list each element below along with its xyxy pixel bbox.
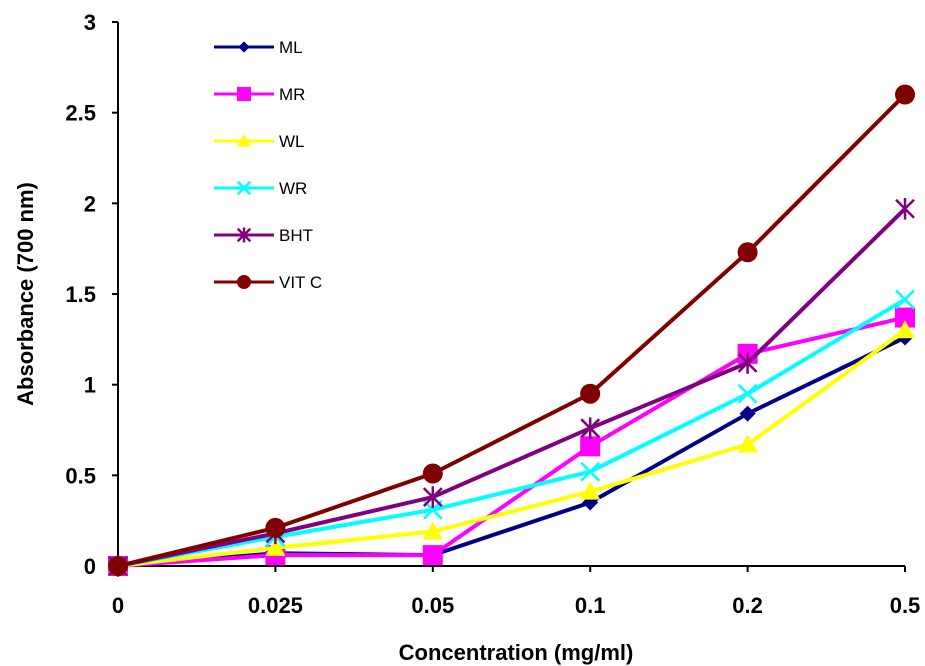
data-point <box>737 383 758 404</box>
legend-label: MR <box>279 85 305 104</box>
data-point <box>108 556 128 576</box>
legend-item: ML <box>214 38 303 57</box>
series-line <box>117 93 907 568</box>
axes <box>117 22 905 567</box>
y-tick-label: 0 <box>84 554 96 579</box>
x-ticks: 0 0.025 0.05 0.1 0.2 0.5 <box>112 566 920 618</box>
data-point <box>422 521 443 540</box>
series-wl <box>108 320 915 574</box>
series-layer <box>108 84 915 577</box>
legend-label: ML <box>279 38 303 57</box>
data-point <box>580 383 601 404</box>
series-mr <box>108 307 915 576</box>
data-point <box>895 197 915 220</box>
x-axis-title: Concentration (mg/ml) <box>399 640 634 665</box>
x-tick-label: 0 <box>112 593 124 618</box>
legend-item: WR <box>214 179 307 198</box>
legend-label: WL <box>279 132 305 151</box>
y-ticks: 0 0.5 1 1.5 2 2.5 3 <box>65 10 118 579</box>
legend-item: WL <box>214 132 305 151</box>
data-point <box>895 320 915 339</box>
y-tick-label: 1.5 <box>65 282 96 307</box>
series-line <box>117 328 907 568</box>
data-point <box>422 486 443 508</box>
data-point <box>737 434 758 453</box>
legend-label: BHT <box>279 226 313 245</box>
data-point <box>580 461 601 482</box>
data-point <box>580 436 601 457</box>
legend-marker <box>238 41 250 53</box>
y-axis-title: Absorbance (700 nm) <box>13 182 38 406</box>
x-tick-label: 0.5 <box>890 593 921 618</box>
y-tick-label: 2.5 <box>65 101 96 126</box>
series-bht <box>108 197 915 577</box>
legend-label: VIT C <box>279 273 322 292</box>
data-point <box>737 352 758 374</box>
legend-label: WR <box>279 179 307 198</box>
x-tick-label: 0.05 <box>411 593 454 618</box>
legend-marker <box>237 134 251 147</box>
legend-marker <box>236 227 252 243</box>
data-point <box>895 84 915 105</box>
legend-item: BHT <box>214 226 313 245</box>
data-point <box>580 481 601 500</box>
data-point <box>265 517 286 538</box>
data-point <box>422 463 443 484</box>
x-tick-label: 0.025 <box>248 593 303 618</box>
legend-marker <box>237 275 251 289</box>
data-point <box>422 545 443 566</box>
y-tick-label: 1 <box>84 373 96 398</box>
data-point <box>739 405 756 422</box>
x-tick-label: 0.2 <box>732 593 763 618</box>
series-line <box>117 207 907 568</box>
data-point <box>580 417 601 439</box>
legend: ML MR WL WR BHT VIT C <box>214 38 322 292</box>
legend-marker <box>237 87 251 101</box>
series-vit-c <box>108 84 915 576</box>
y-tick-label: 2 <box>84 191 96 216</box>
data-point <box>737 242 758 263</box>
legend-marker <box>236 180 252 196</box>
data-point <box>265 537 286 556</box>
legend-item: VIT C <box>214 273 322 292</box>
series-line <box>117 297 907 568</box>
series-line <box>117 315 906 568</box>
legend-item: MR <box>214 85 305 104</box>
x-tick-label: 0.1 <box>575 593 606 618</box>
data-point <box>895 289 915 310</box>
data-point <box>895 307 915 328</box>
y-tick-label: 3 <box>84 10 96 35</box>
y-tick-label: 0.5 <box>65 463 96 488</box>
